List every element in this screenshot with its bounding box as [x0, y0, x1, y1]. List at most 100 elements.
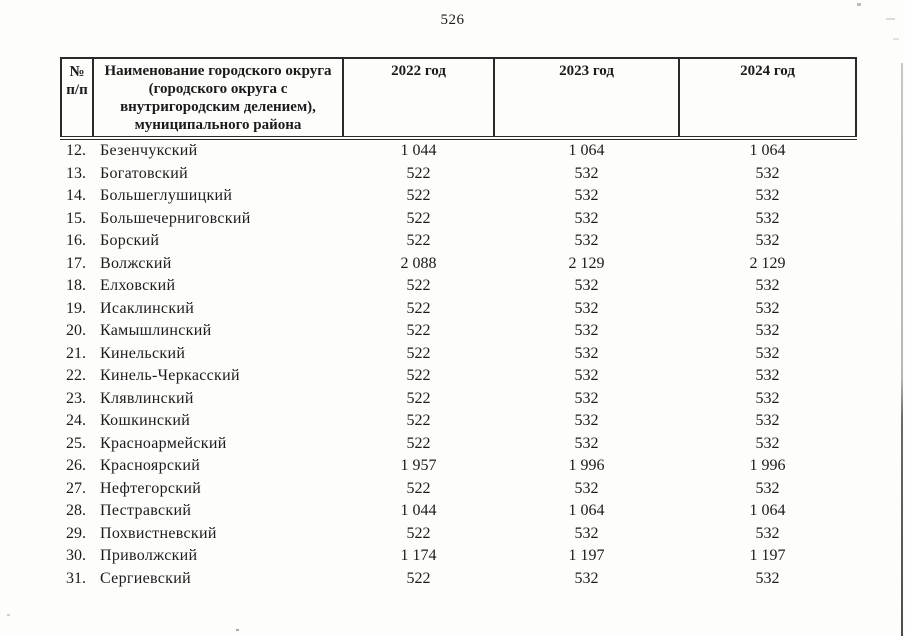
value-2022-cell: 522 — [406, 322, 431, 340]
value-2023-cell: 532 — [574, 524, 599, 542]
table-row: 17. Волжский 2 088 2 129 2 129 — [61, 253, 856, 276]
value-2024-cell: 1 197 — [749, 547, 786, 565]
header-year-2024: 2024 год — [678, 57, 857, 140]
table-row: 18. Елховский 522 532 532 — [61, 275, 856, 298]
value-2024-cell: 1 996 — [749, 457, 786, 475]
value-2023-cell: 532 — [574, 322, 599, 340]
value-2024-cell: 532 — [755, 434, 780, 452]
district-name-cell: Борский — [100, 232, 160, 250]
value-2022-cell: 522 — [406, 479, 431, 497]
scan-speck — [857, 3, 861, 6]
table-row: 23. Клявлинский 522 532 532 — [61, 388, 856, 411]
header-district-name: Наименование городского округа (городско… — [92, 57, 344, 140]
budget-allocation-table: № п/п Наименование городского округа (го… — [60, 57, 857, 590]
table-row: 25. Красноармейский 522 532 532 — [61, 433, 856, 456]
value-2024-cell: 532 — [755, 344, 780, 362]
value-2024-cell: 532 — [755, 187, 780, 205]
value-2022-cell: 522 — [406, 232, 431, 250]
value-2022-cell: 522 — [406, 299, 431, 317]
value-2024-cell: 532 — [755, 164, 780, 182]
header-year-2023: 2023 год — [493, 57, 680, 140]
value-2022-cell: 522 — [406, 187, 431, 205]
value-2024-cell: 532 — [755, 367, 780, 385]
value-2024-cell: 532 — [755, 277, 780, 295]
value-2023-cell: 2 129 — [568, 254, 605, 272]
header-year-2022: 2022 год — [342, 57, 495, 140]
scan-speck — [7, 614, 10, 616]
scan-speck — [886, 18, 895, 20]
table-body: 12. Безенчукский 1 044 1 064 1 064 13. Б… — [61, 138, 856, 590]
row-number-cell: 28. — [66, 502, 86, 520]
value-2023-cell: 532 — [574, 389, 599, 407]
value-2023-cell: 532 — [574, 434, 599, 452]
value-2022-cell: 522 — [406, 524, 431, 542]
value-2023-cell: 532 — [574, 479, 599, 497]
row-number-cell: 20. — [66, 322, 86, 340]
value-2023-cell: 532 — [574, 367, 599, 385]
value-2024-cell: 532 — [755, 412, 780, 430]
table-row: 20. Камышлинский 522 532 532 — [61, 320, 856, 343]
scan-speck — [893, 38, 899, 40]
value-2022-cell: 1 174 — [400, 547, 437, 565]
district-name-cell: Волжский — [100, 254, 172, 272]
district-name-cell: Елховский — [100, 277, 176, 295]
district-name-cell: Нефтегорский — [100, 479, 202, 497]
value-2023-cell: 532 — [574, 569, 599, 587]
value-2022-cell: 522 — [406, 434, 431, 452]
table-row: 14. Большеглушицкий 522 532 532 — [61, 185, 856, 208]
row-number-cell: 16. — [66, 232, 86, 250]
value-2022-cell: 522 — [406, 389, 431, 407]
district-name-cell: Исаклинский — [100, 299, 195, 317]
district-name-cell: Большечерниговский — [100, 209, 251, 227]
value-2023-cell: 532 — [574, 209, 599, 227]
value-2022-cell: 522 — [406, 344, 431, 362]
table-header: № п/п Наименование городского округа (го… — [60, 57, 857, 140]
table-row: 21. Кинельский 522 532 532 — [61, 343, 856, 366]
table-row: 22. Кинель-Черкасский 522 532 532 — [61, 365, 856, 388]
value-2024-cell: 532 — [755, 232, 780, 250]
value-2024-cell: 1 064 — [749, 502, 786, 520]
value-2022-cell: 1 044 — [400, 502, 437, 520]
district-name-cell: Камышлинский — [100, 322, 212, 340]
value-2022-cell: 522 — [406, 277, 431, 295]
value-2022-cell: 522 — [406, 164, 431, 182]
value-2024-cell: 532 — [755, 479, 780, 497]
value-2024-cell: 2 129 — [749, 254, 786, 272]
value-2022-cell: 522 — [406, 412, 431, 430]
value-2022-cell: 522 — [406, 209, 431, 227]
row-number-cell: 31. — [66, 569, 86, 587]
value-2024-cell: 532 — [755, 209, 780, 227]
value-2023-cell: 532 — [574, 187, 599, 205]
district-name-cell: Кинель-Черкасский — [100, 367, 240, 385]
value-2022-cell: 1 957 — [400, 457, 437, 475]
value-2023-cell: 532 — [574, 232, 599, 250]
row-number-cell: 25. — [66, 434, 86, 452]
value-2024-cell: 532 — [755, 524, 780, 542]
value-2022-cell: 522 — [406, 569, 431, 587]
table-row: 31. Сергиевский 522 532 532 — [61, 568, 856, 591]
district-name-cell: Красноярский — [100, 457, 201, 475]
table-row: 12. Безенчукский 1 044 1 064 1 064 — [61, 138, 856, 163]
table-row: 27. Нефтегорский 522 532 532 — [61, 478, 856, 501]
value-2024-cell: 532 — [755, 299, 780, 317]
page-number: 526 — [440, 12, 465, 28]
table-row: 24. Кошкинский 522 532 532 — [61, 410, 856, 433]
district-name-cell: Богатовский — [100, 164, 188, 182]
district-name-cell: Сергиевский — [100, 569, 191, 587]
value-2023-cell: 532 — [574, 299, 599, 317]
value-2022-cell: 1 044 — [400, 142, 437, 160]
row-number-cell: 23. — [66, 389, 86, 407]
row-number-cell: 21. — [66, 344, 86, 362]
row-number-cell: 12. — [66, 142, 86, 160]
table-row: 16. Борский 522 532 532 — [61, 230, 856, 253]
value-2023-cell: 532 — [574, 277, 599, 295]
value-2023-cell: 532 — [574, 344, 599, 362]
district-name-cell: Приволжский — [100, 547, 198, 565]
table-row: 29. Похвистневский 522 532 532 — [61, 523, 856, 546]
table-row: 28. Пестравский 1 044 1 064 1 064 — [61, 500, 856, 523]
value-2023-cell: 1 197 — [568, 547, 605, 565]
row-number-cell: 24. — [66, 412, 86, 430]
row-number-cell: 26. — [66, 457, 86, 475]
value-2024-cell: 532 — [755, 569, 780, 587]
table-row: 30. Приволжский 1 174 1 197 1 197 — [61, 545, 856, 568]
